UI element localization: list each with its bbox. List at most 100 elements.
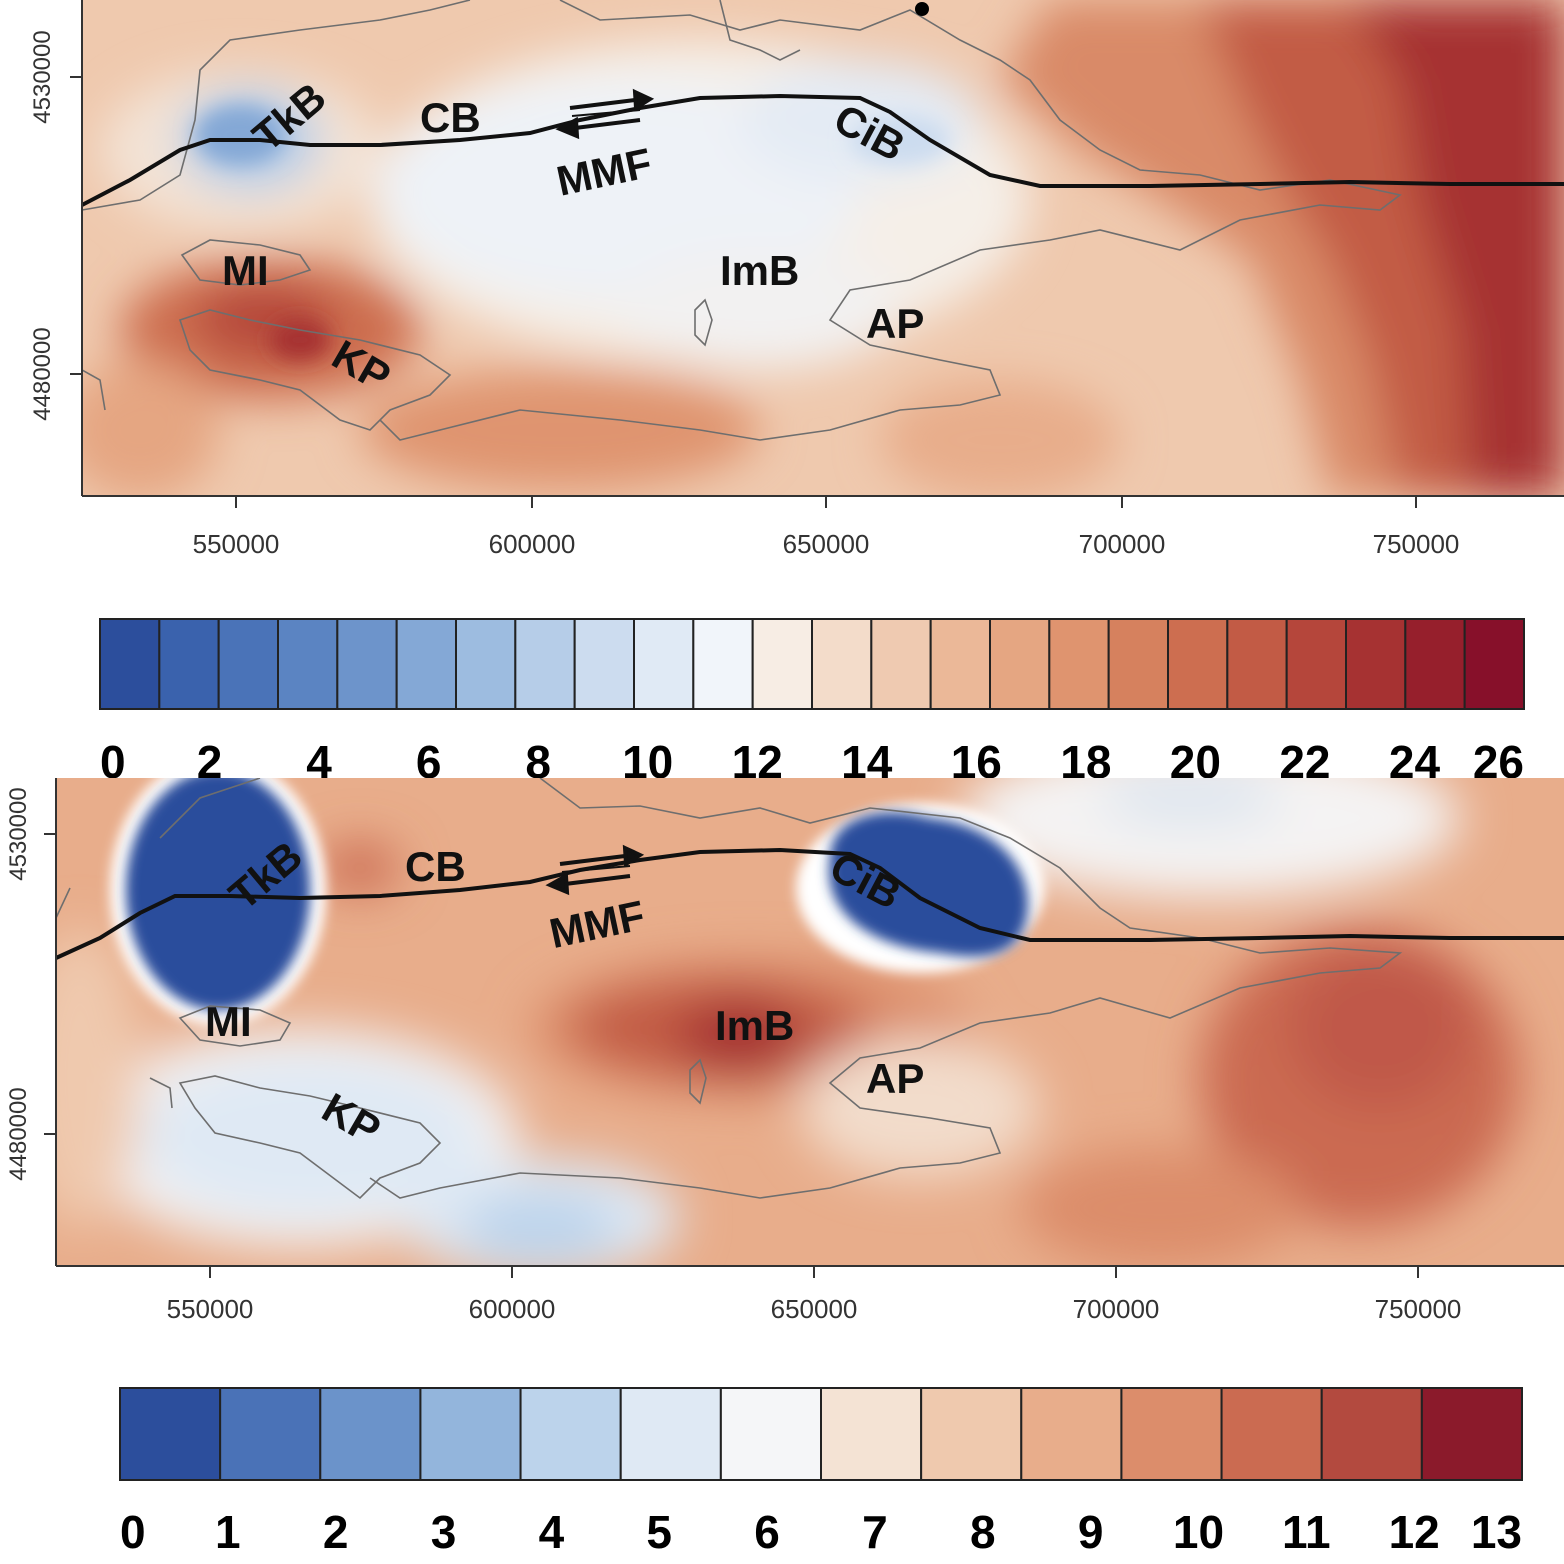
map-panel-upper: TkB CB MMF CiB MI ImB AP KP 550000 60000… — [0, 0, 1564, 780]
colorbar-tick-label: 12 — [732, 736, 783, 780]
label-ap: AP — [866, 1055, 924, 1102]
colorbar-swatch — [217, 618, 280, 710]
colorbar-swatch — [519, 1387, 622, 1481]
x-tick-label: 600000 — [469, 1294, 556, 1324]
raster-field: TkB CB MMF CiB MI ImB AP KP — [56, 778, 1564, 1266]
colorbar-swatch — [989, 618, 1051, 710]
x-tick-label: 700000 — [1079, 529, 1166, 559]
colorbar-swatch — [633, 618, 695, 710]
y-tick-label: 4480000 — [29, 327, 56, 420]
colorbar-swatch — [219, 1387, 322, 1481]
strike-slip-arrows-icon — [545, 844, 645, 896]
colorbar-swatch — [1285, 618, 1347, 710]
label-mi: MI — [222, 247, 269, 294]
fault-line-mmf — [82, 93, 1564, 207]
colorbar-swatch — [1020, 1387, 1123, 1481]
colorbar-tick-label: 2 — [197, 736, 223, 780]
colorbar-tick-label: 10 — [1173, 1506, 1224, 1558]
colorbar-tick-label: 3 — [431, 1506, 457, 1558]
colorbar-swatch — [319, 1387, 422, 1481]
map-panel-lower: TkB CB MMF CiB MI ImB AP KP 550000 60000… — [0, 778, 1564, 1564]
y-tick-label: 4480000 — [5, 1087, 32, 1180]
label-ap: AP — [866, 300, 924, 347]
colorbar-swatch — [99, 618, 161, 710]
colorbar-swatch — [573, 618, 636, 710]
fault-line-mmf — [56, 847, 1564, 960]
colorbar-swatch — [514, 618, 576, 710]
colorbar-tick-label: 8 — [525, 736, 551, 780]
colorbar-swatch — [1167, 618, 1229, 710]
colorbar-tick-label: 12 — [1389, 1506, 1440, 1558]
x-tick-label: 750000 — [1375, 1294, 1462, 1324]
colorbar-swatch — [1320, 1387, 1423, 1481]
colorbar-swatch — [1226, 618, 1288, 710]
colorbar-tick-label: 18 — [1060, 736, 1111, 780]
colorbar-swatch — [1463, 618, 1525, 710]
colorbar-lower-labels: 0 1 2 3 4 5 6 7 8 9 10 11 12 13 — [120, 1506, 1522, 1558]
colorbar-tick-label: 8 — [970, 1506, 996, 1558]
colorbar-swatch — [455, 618, 517, 710]
x-tick-label: 550000 — [193, 529, 280, 559]
colorbar-swatch — [870, 618, 932, 710]
colorbar-swatch — [395, 618, 457, 710]
colorbar-swatch — [692, 618, 754, 710]
colorbar-swatch — [1107, 618, 1169, 710]
colorbar-swatch — [1345, 618, 1407, 710]
colorbar-swatch — [929, 618, 992, 710]
y-tick-label: 4530000 — [29, 30, 56, 123]
label-mi: MI — [205, 998, 252, 1045]
colorbar-upper — [99, 618, 1525, 710]
coastlines — [56, 778, 1403, 1200]
axes-upper: 550000 600000 650000 700000 750000 45300… — [29, 0, 1564, 559]
raster-field: TkB CB MMF CiB MI ImB AP KP — [82, 0, 1564, 496]
colorbar-tick-label: 14 — [841, 736, 893, 780]
colorbar-swatch — [1120, 1387, 1223, 1481]
colorbar-tick-label: 1 — [215, 1506, 241, 1558]
x-tick-label: 600000 — [489, 529, 576, 559]
colorbar-swatch — [751, 618, 814, 710]
colorbar-swatch — [158, 618, 220, 710]
colorbar-swatch — [1404, 618, 1466, 710]
x-tick-label: 550000 — [167, 1294, 254, 1324]
label-imb: ImB — [715, 1002, 794, 1049]
colorbar-tick-label: 4 — [306, 736, 332, 780]
colorbar-tick-label: 0 — [100, 736, 126, 780]
colorbar-tick-label: 26 — [1473, 736, 1524, 780]
colorbar-tick-label: 16 — [951, 736, 1002, 780]
colorbar-swatch — [719, 1387, 822, 1481]
colorbar-tick-label: 24 — [1389, 736, 1441, 780]
colorbar-swatch — [119, 1387, 222, 1481]
colorbar-swatch — [820, 1387, 923, 1481]
colorbar-tick-label: 11 — [1282, 1506, 1331, 1558]
x-tick-label: 700000 — [1073, 1294, 1160, 1324]
colorbar-swatch — [619, 1387, 722, 1481]
colorbar-lower — [119, 1387, 1524, 1481]
colorbar-upper-labels: 0 2 4 6 8 10 12 14 16 18 20 22 24 26 — [100, 736, 1524, 780]
colorbar-tick-label: 20 — [1170, 736, 1221, 780]
colorbar-tick-label: 2 — [323, 1506, 349, 1558]
x-tick-label: 650000 — [771, 1294, 858, 1324]
colorbar-swatch — [336, 618, 398, 710]
colorbar-tick-label: 7 — [862, 1506, 888, 1558]
colorbar-swatch — [419, 1387, 522, 1481]
colorbar-tick-label: 13 — [1471, 1506, 1522, 1558]
colorbar-tick-label: 6 — [754, 1506, 780, 1558]
colorbar-swatch — [1420, 1387, 1524, 1481]
label-cb: CB — [405, 843, 466, 890]
x-tick-label: 750000 — [1373, 529, 1460, 559]
label-cb: CB — [420, 94, 481, 141]
colorbar-swatch — [811, 618, 873, 710]
coastlines — [82, 0, 1402, 441]
colorbar-swatch — [1048, 618, 1110, 710]
colorbar-swatch — [920, 1387, 1023, 1481]
colorbar-tick-label: 9 — [1078, 1506, 1104, 1558]
colorbar-tick-label: 10 — [622, 736, 673, 780]
x-tick-label: 650000 — [783, 529, 870, 559]
colorbar-swatch — [1220, 1387, 1323, 1481]
map-figure-lower: TkB CB MMF CiB MI ImB AP KP 550000 60000… — [5, 778, 1564, 1558]
axes-lower: 550000 600000 650000 700000 750000 45300… — [5, 778, 1564, 1324]
colorbar-tick-label: 22 — [1279, 736, 1330, 780]
colorbar-swatch — [277, 618, 339, 710]
map-figure-upper: TkB CB MMF CiB MI ImB AP KP 550000 60000… — [29, 0, 1564, 780]
strike-slip-arrows-icon — [555, 88, 655, 140]
